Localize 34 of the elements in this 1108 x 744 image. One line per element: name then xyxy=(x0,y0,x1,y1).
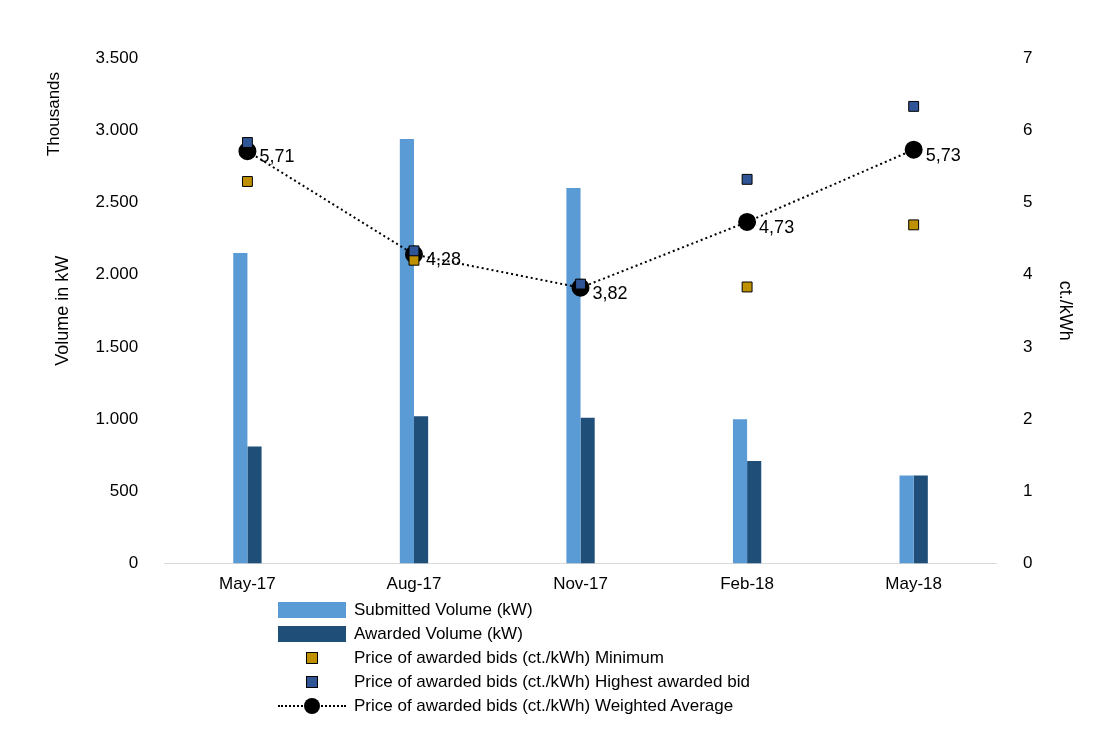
data-label: 5,73 xyxy=(925,144,961,165)
y-tick-label: 1.000 xyxy=(95,408,139,428)
legend-label: Awarded Volume (kW) xyxy=(354,623,523,645)
y-tick-label: 2.000 xyxy=(95,264,139,284)
legend-label: Submitted Volume (kW) xyxy=(354,599,533,621)
x-tick-label: Feb-18 xyxy=(720,574,775,594)
data-label: 5,71 xyxy=(259,146,295,167)
y2-tick-label: 0 xyxy=(1022,553,1033,573)
y-tick-label: 3.000 xyxy=(95,119,139,139)
legend-label: Price of awarded bids (ct./kWh) Minimum xyxy=(354,647,664,669)
y2-axis-title: ct./kWh xyxy=(1056,280,1077,341)
y-tick-label: 500 xyxy=(109,481,139,501)
y-tick-label: 2.500 xyxy=(95,192,139,212)
y-axis-title: Volume in kW xyxy=(51,255,72,366)
y-tick-label: 1.500 xyxy=(95,336,139,356)
y2-tick-label: 6 xyxy=(1022,119,1033,139)
y2-tick-label: 3 xyxy=(1022,336,1033,356)
data-label: 4,73 xyxy=(759,216,795,237)
legend-label: Price of awarded bids (ct./kWh) Weighted Average xyxy=(354,695,734,717)
text: Thousands xyxy=(43,71,63,157)
y2-tick-label: 4 xyxy=(1022,264,1033,284)
x-tick-label: May-18 xyxy=(885,574,943,594)
y2-tick-label: 7 xyxy=(1022,47,1033,67)
legend-label: Price of awarded bids (ct./kWh) Highest awarded bid xyxy=(354,671,750,693)
x-tick-label: Aug-17 xyxy=(386,574,442,594)
y-tick-label: 3.500 xyxy=(95,47,139,67)
y-tick-label: 0 xyxy=(128,553,139,573)
data-label: 3,82 xyxy=(592,282,628,303)
y2-tick-label: 5 xyxy=(1022,192,1033,212)
y2-tick-label: 2 xyxy=(1022,408,1033,428)
x-tick-label: May-17 xyxy=(219,574,276,594)
data-label: 4,28 xyxy=(425,249,462,270)
y2-tick-label: 1 xyxy=(1022,481,1033,501)
x-tick-label: Nov-17 xyxy=(553,574,608,594)
